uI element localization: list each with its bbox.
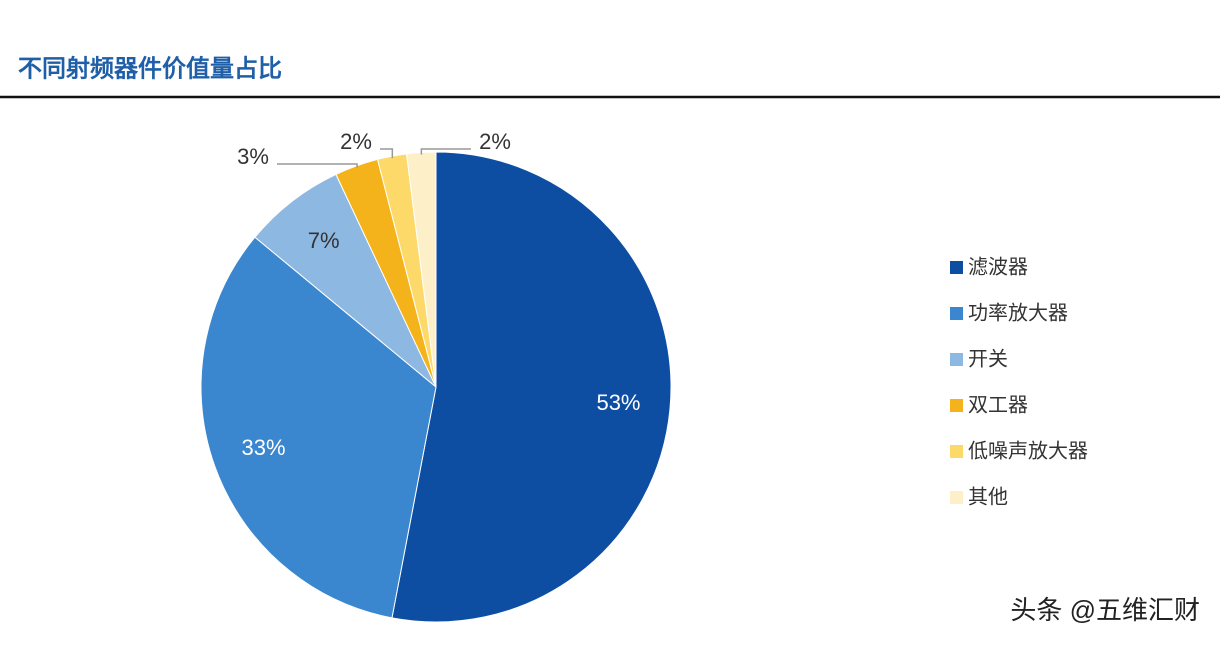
data-label: 3% [237,144,269,169]
legend-swatch [950,399,963,412]
legend-swatch [950,491,963,504]
data-label: 33% [242,435,286,460]
legend-label: 功率放大器 [968,301,1068,325]
pie-slice [200,236,437,619]
legend-label: 双工器 [968,393,1028,417]
legend-swatch [950,307,963,320]
watermark: 头条 @五维汇财 [1010,595,1200,625]
data-label: 7% [308,228,340,253]
legend-swatch [950,445,963,458]
legend-label: 其他 [968,485,1008,509]
legend-label: 低噪声放大器 [968,439,1088,463]
data-label: 53% [596,390,640,415]
legend-swatch [950,353,963,366]
data-label: 2% [479,129,511,154]
legend-label: 开关 [968,347,1008,371]
legend-label: 滤波器 [968,255,1028,279]
pie-slice [254,173,437,388]
data-label: 2% [340,129,372,154]
legend-swatch [950,261,963,274]
leader-line [277,163,358,168]
chart-title: 不同射频器件价值量占比 [18,54,282,83]
leader-line [420,148,471,155]
leader-line [380,148,394,159]
pie-slice [391,151,672,623]
